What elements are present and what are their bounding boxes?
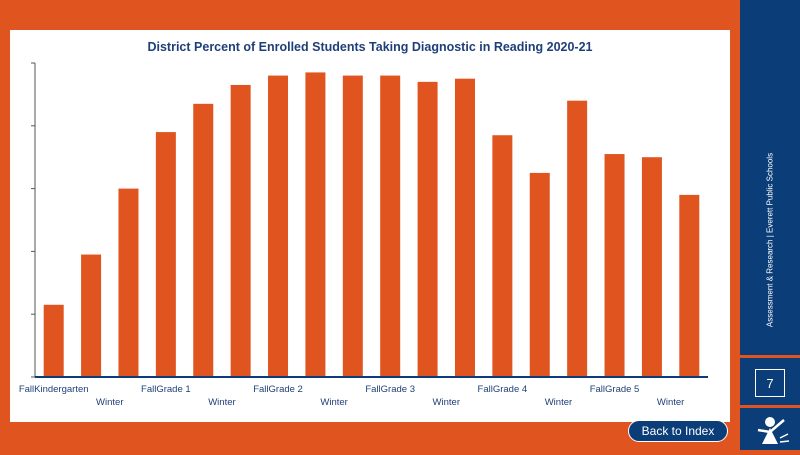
- sidebar-caption: Assessment & Research | Everett Public S…: [740, 0, 800, 355]
- bar-1: [43, 304, 64, 377]
- x-tick-label: Winter: [320, 397, 347, 408]
- bar-11: [417, 81, 438, 377]
- bar-7: [268, 75, 289, 377]
- bar-14: [529, 172, 550, 377]
- logo-box: [740, 405, 800, 450]
- bar-chart: FallKindergarten Winter FallGrade 1 Winter F…: [19, 62, 708, 408]
- sidebar-divider: [740, 355, 800, 358]
- x-tick-label: Winter: [433, 397, 460, 408]
- bar-8: [305, 72, 326, 378]
- bar-4: [155, 132, 176, 377]
- bar-12: [454, 78, 475, 377]
- chart-panel: District Percent of Enrolled Students Ta…: [10, 30, 730, 422]
- x-tick-label: FallGrade 5: [590, 384, 640, 395]
- bar-2: [81, 254, 102, 377]
- school-mascot-logo-icon: [757, 417, 790, 444]
- bar-3: [118, 188, 139, 377]
- x-tick-label: Winter: [657, 397, 684, 408]
- x-tick-label: Winter: [96, 397, 123, 408]
- bar-5: [193, 103, 214, 377]
- chart-title: District Percent of Enrolled Students Ta…: [147, 40, 593, 54]
- x-tick-label: FallGrade 2: [253, 384, 303, 395]
- x-tick-label: FallKindergarten: [19, 384, 89, 395]
- bar-10: [380, 75, 401, 377]
- x-tick-label: Winter: [545, 397, 572, 408]
- bar-16: [604, 154, 625, 377]
- page-number: 7: [755, 369, 785, 397]
- x-tick-label: FallGrade 1: [141, 384, 191, 395]
- bar-6: [230, 84, 251, 378]
- back-to-index-button[interactable]: Back to Index: [628, 420, 728, 442]
- x-tick-label: FallGrade 4: [478, 384, 528, 395]
- sidebar-caption-text: Assessment & Research | Everett Public S…: [765, 152, 775, 328]
- x-tick-label: FallGrade 3: [365, 384, 415, 395]
- bar-15: [567, 100, 588, 378]
- bar-13: [492, 135, 513, 377]
- bar-18: [679, 194, 700, 377]
- bar-9: [342, 75, 363, 377]
- sidebar: Assessment & Research | Everett Public S…: [740, 0, 800, 450]
- bar-17: [641, 157, 662, 377]
- x-tick-label: Winter: [208, 397, 235, 408]
